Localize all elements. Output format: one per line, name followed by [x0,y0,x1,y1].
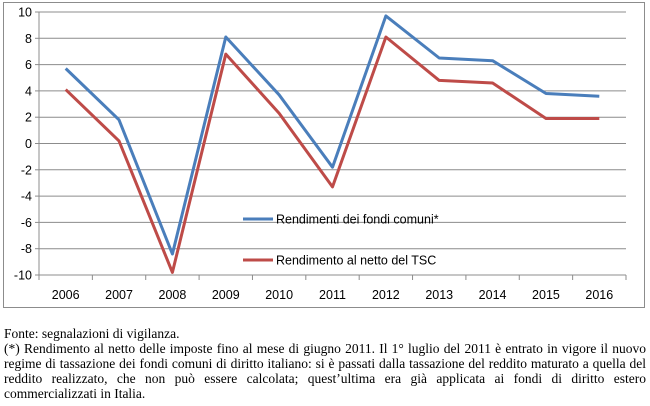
y-tick-label: 6 [25,58,32,72]
series-lines [64,14,600,274]
chart-notes: Fonte: segnalazioni di vigilanza. (*) Re… [4,326,646,401]
x-tick-labels: 2006 2007 2008 2009 2010 2011 2012 2013 2014 2015… [52,288,613,302]
x-tick-label: 2011 [319,288,346,302]
y-tick-label: 2 [25,111,32,125]
y-tick-label: -10 [14,269,32,283]
axes [35,11,627,280]
series-line-1 [64,14,600,256]
legend: Rendimenti dei fondi comuni* Rendimento … [243,213,439,268]
x-tick-label: 2008 [159,288,187,302]
y-tick-label: 10 [18,6,32,20]
y-tick-labels: 10 8 6 4 2 0 -2 -4 -6 -8 -10 [14,6,32,283]
y-tick-label: 8 [25,32,32,46]
x-tick-label: 2013 [425,288,453,302]
x-tick-label: 2010 [265,288,293,302]
x-tick-label: 2016 [585,288,613,302]
x-tick-label: 2007 [105,288,133,302]
gridlines [39,11,626,276]
legend-label-series-2: Rendimento al netto del TSC [276,254,436,268]
source-note: Fonte: segnalazioni di vigilanza. [4,326,180,341]
y-tick-label: -2 [21,163,32,177]
legend-label-series-1: Rendimenti dei fondi comuni* [276,213,439,227]
y-tick-label: 4 [25,84,32,98]
x-tick-label: 2009 [212,288,240,302]
series-line-2 [64,35,600,274]
y-tick-label: 0 [25,137,32,151]
y-tick-label: -6 [21,216,32,230]
y-tick-label: -4 [21,190,32,204]
chart-frame: 10 8 6 4 2 0 -2 -4 -6 -8 -10 2006 2007 2008 2009 2010 2… [3,2,645,308]
x-tick-label: 2015 [532,288,560,302]
x-tick-label: 2012 [372,288,400,302]
x-tick-label: 2006 [52,288,80,302]
y-tick-label: -8 [21,242,32,256]
x-tick-label: 2014 [479,288,507,302]
footnote: (*) Rendimento al netto delle imposte fi… [4,341,646,401]
